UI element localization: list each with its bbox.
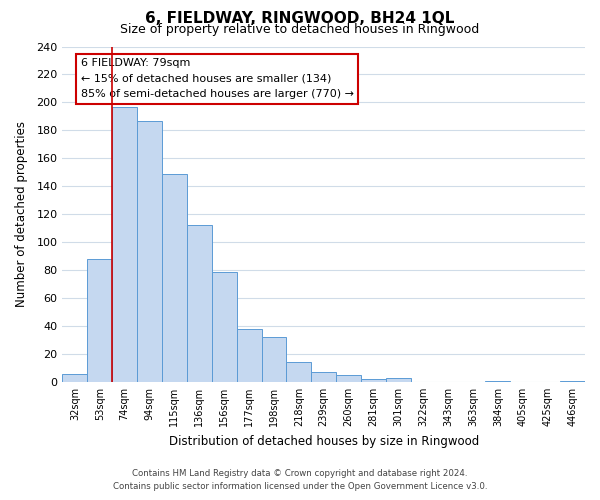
Bar <box>386 378 411 382</box>
Bar <box>560 380 585 382</box>
Y-axis label: Number of detached properties: Number of detached properties <box>15 121 28 307</box>
Bar <box>236 329 262 382</box>
Text: Size of property relative to detached houses in Ringwood: Size of property relative to detached ho… <box>121 22 479 36</box>
Bar <box>187 226 212 382</box>
Text: 6 FIELDWAY: 79sqm
← 15% of detached houses are smaller (134)
85% of semi-detache: 6 FIELDWAY: 79sqm ← 15% of detached hous… <box>81 58 354 100</box>
Bar <box>162 174 187 382</box>
Bar <box>212 272 236 382</box>
Bar <box>361 379 386 382</box>
Text: 6, FIELDWAY, RINGWOOD, BH24 1QL: 6, FIELDWAY, RINGWOOD, BH24 1QL <box>145 11 455 26</box>
Bar <box>62 374 88 382</box>
Bar <box>286 362 311 382</box>
X-axis label: Distribution of detached houses by size in Ringwood: Distribution of detached houses by size … <box>169 434 479 448</box>
Bar <box>137 120 162 382</box>
Bar <box>336 375 361 382</box>
Bar <box>112 106 137 382</box>
Bar <box>88 259 112 382</box>
Bar <box>262 337 286 382</box>
Bar <box>485 380 511 382</box>
Text: Contains HM Land Registry data © Crown copyright and database right 2024.
Contai: Contains HM Land Registry data © Crown c… <box>113 470 487 491</box>
Bar <box>311 372 336 382</box>
